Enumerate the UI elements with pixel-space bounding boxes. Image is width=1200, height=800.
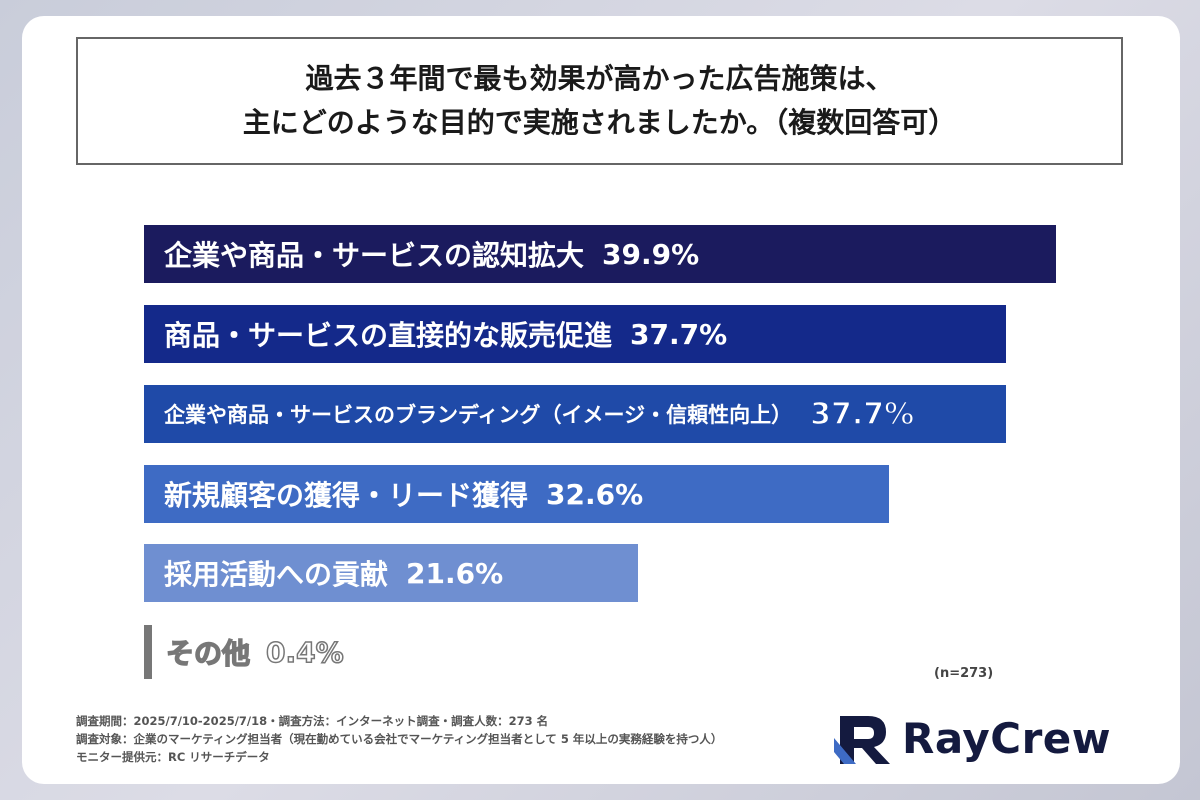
bar-value-label: 37.7% — [630, 317, 728, 351]
bar-value-label: 39.9% — [602, 237, 700, 271]
bar-value-label: 32.6% — [546, 477, 644, 511]
infographic-card: 過去３年間で最も効果が高かった広告施策は、 主にどのような目的で実施されましたか… — [22, 16, 1180, 784]
bar-4: 新規顧客の獲得・リード獲得 32.6% — [144, 465, 889, 523]
bar-label: 採用活動への貢献 — [164, 558, 389, 591]
bar-other: その他 0.4% — [144, 625, 344, 679]
bar-label: 企業や商品・サービスのブランディング（イメージ・信頼性向上） — [164, 403, 793, 427]
question-title-line-2: 主にどのような目的で実施されましたか。（複数回答可） — [242, 106, 957, 139]
bar-other-mark — [144, 625, 152, 679]
bar-label: 商品・サービスの直接的な販売促進 — [164, 319, 613, 352]
logo-text: RayCrew — [902, 713, 1112, 763]
bar-value-label: 21.6% — [406, 556, 504, 590]
survey-notes: 調査期間：2025/7/10-2025/7/18・調査方法：インターネット調査・… — [76, 712, 722, 766]
bar-label: 企業や商品・サービスの認知拡大 — [164, 239, 585, 272]
bar-5: 採用活動への貢献 21.6% — [144, 544, 638, 602]
survey-period-note: 調査期間：2025/7/10-2025/7/18・調査方法：インターネット調査・… — [76, 714, 549, 728]
bar-value-label: 37.7% — [809, 396, 915, 433]
logo-mark-icon — [834, 716, 890, 764]
bar-3: 企業や商品・サービスのブランディング（イメージ・信頼性向上） 37.7% — [144, 385, 1006, 443]
survey-provider-note: モニター提供元：RC リサーチデータ — [76, 750, 270, 764]
bar-other-label: その他 — [165, 636, 251, 671]
raycrew-logo: RayCrew — [834, 706, 1111, 770]
bar-other-value: 0.4% — [265, 635, 344, 670]
bar-label: 新規顧客の獲得・リード獲得 — [164, 479, 529, 512]
survey-target-note: 調査対象：企業のマーケティング担当者（現在勤めている会社でマーケティング担当者と… — [76, 732, 723, 746]
bar-1: 企業や商品・サービスの認知拡大 39.9% — [144, 225, 1056, 283]
question-title-box: 過去３年間で最も効果が高かった広告施策は、 主にどのような目的で実施されましたか… — [76, 37, 1123, 165]
bar-2: 商品・サービスの直接的な販売促進 37.7% — [144, 305, 1006, 363]
sample-size-note: (n=273) — [934, 666, 994, 681]
question-title-line-1: 過去３年間で最も効果が高かった広告施策は、 — [305, 62, 894, 95]
